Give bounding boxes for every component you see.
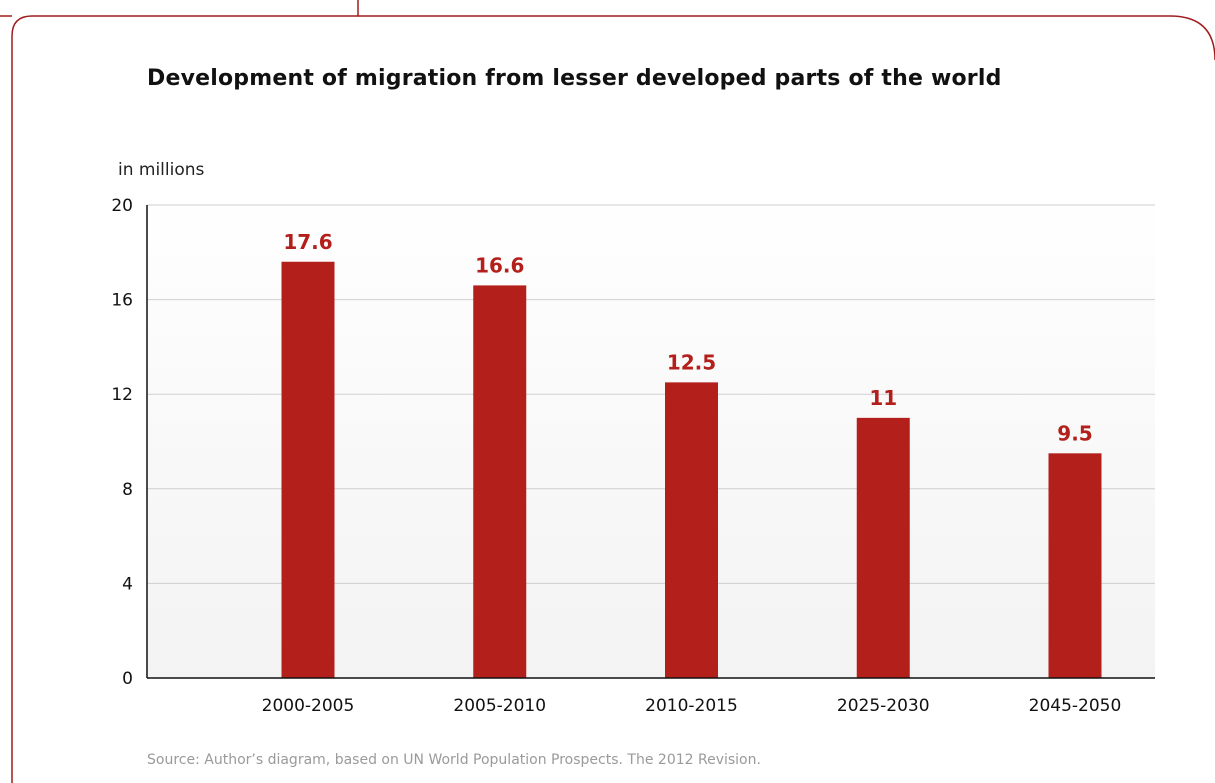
bar — [665, 382, 718, 678]
bar-value-label: 17.6 — [283, 230, 332, 254]
axes — [146, 205, 1155, 679]
chart-title: Development of migration from lesser dev… — [147, 66, 1002, 91]
y-axis-unit-label: in millions — [118, 160, 205, 180]
bars — [281, 261, 1102, 678]
y-tick-label: 12 — [111, 385, 133, 405]
x-category-label: 2000-2005 — [262, 696, 355, 716]
bar — [856, 417, 910, 678]
bar-value-label: 12.5 — [667, 350, 716, 374]
x-category-label: 2045-2050 — [1029, 696, 1122, 716]
bar — [281, 261, 335, 678]
bar-value-label: 9.5 — [1057, 421, 1092, 445]
bar — [1048, 453, 1102, 678]
y-tick-label: 4 — [122, 574, 133, 594]
x-category-label: 2025-2030 — [837, 696, 930, 716]
bar-value-label: 16.6 — [475, 253, 524, 277]
bar-value-label: 11 — [869, 386, 897, 410]
y-tick-label: 16 — [111, 291, 133, 311]
labels: 0 4 8 12 16 20 17.6 2000-2005 16.6 2005-2010 12.5 2… — [111, 196, 1121, 716]
y-tick-label: 8 — [122, 480, 133, 500]
x-category-label: 2005-2010 — [453, 696, 546, 716]
y-tick-label: 20 — [111, 196, 133, 216]
source-note: Source: Author’s diagram, based on UN Wo… — [147, 752, 761, 768]
bar — [473, 285, 527, 678]
x-category-label: 2010-2015 — [645, 696, 738, 716]
y-tick-label: 0 — [122, 669, 133, 689]
